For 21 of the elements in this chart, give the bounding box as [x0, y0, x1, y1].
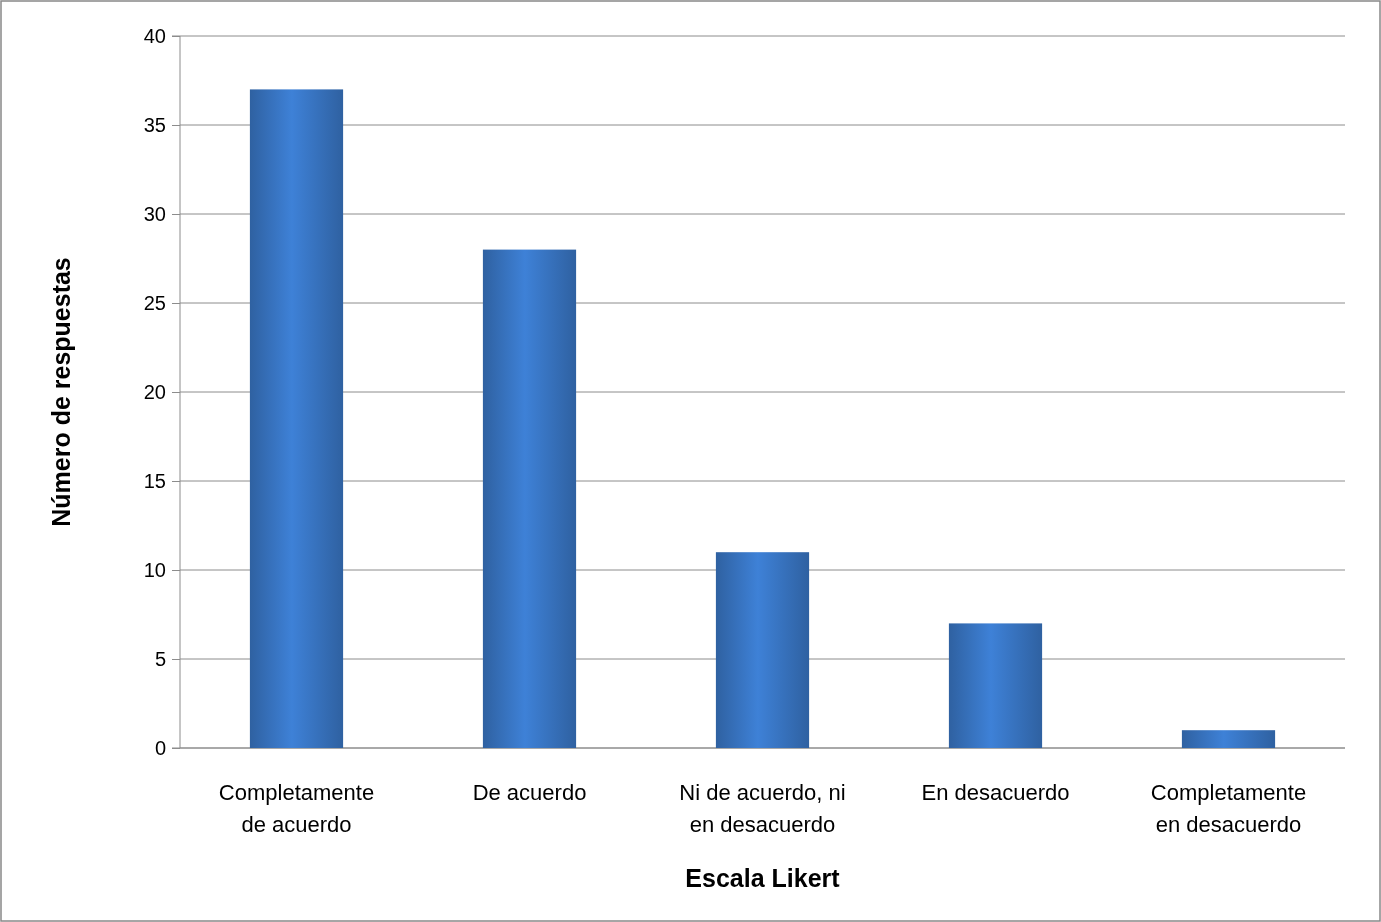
bar	[249, 89, 344, 748]
x-tick-label: Ni de acuerdo, ni en desacuerdo	[679, 780, 846, 837]
x-tick-label: En desacuerdo	[921, 780, 1070, 805]
y-tick-label: 40	[143, 24, 166, 47]
bar	[482, 249, 577, 748]
y-tick-label: 15	[143, 469, 166, 492]
y-tick-label: 30	[143, 202, 166, 225]
x-axis-title: Escala Likert	[685, 864, 841, 892]
bar	[948, 623, 1043, 748]
y-tick-label: 5	[154, 647, 166, 670]
y-tick-label: 10	[143, 558, 166, 581]
y-tick-label: 20	[143, 380, 166, 403]
y-tick-label: 0	[154, 736, 166, 759]
y-axis-title: Número de respuestas	[47, 257, 75, 527]
y-tick-label: 35	[143, 113, 166, 136]
x-tick-label: Completamente en desacuerdo	[1150, 780, 1307, 837]
bar	[1181, 730, 1276, 748]
x-tick-label: Completamente de acuerdo	[218, 780, 375, 837]
x-tick-label: De acuerdo	[472, 780, 587, 805]
y-tick-label: 25	[143, 291, 166, 314]
bar	[715, 552, 810, 748]
